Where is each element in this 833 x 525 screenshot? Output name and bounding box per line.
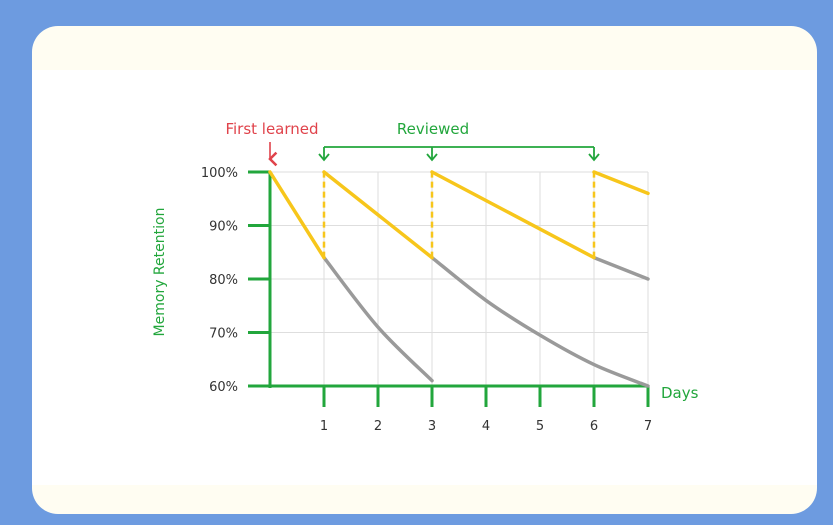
y-axis-title: Memory Retention (152, 208, 168, 337)
reviewed-arrow-head (588, 153, 600, 162)
forgetting-curve-segment (592, 255, 650, 281)
annotations: First learned Reviewed Memory Retention … (152, 120, 699, 402)
reviewed-arrow-head (426, 153, 438, 162)
x-tick-label: 5 (536, 419, 544, 434)
y-tick-label: 70% (209, 327, 238, 342)
reviewed-label: Reviewed (397, 120, 469, 138)
y-tick-label: 80% (209, 273, 238, 288)
x-tick-label: 7 (644, 419, 652, 434)
x-tick-label: 3 (428, 419, 436, 434)
forgetting-curve-chart: 100% 90% 80% 70% 60% 1 2 3 4 5 6 7 First learned Re… (152, 120, 699, 434)
chart-card: 100% 90% 80% 70% 60% 1 2 3 4 5 6 7 First learned Re… (32, 26, 817, 514)
x-tick-label: 1 (320, 419, 328, 434)
x-tick-label: 4 (482, 419, 490, 434)
series (268, 170, 650, 388)
y-tick-label: 90% (209, 220, 238, 235)
axes: 100% 90% 80% 70% 60% 1 2 3 4 5 6 7 (201, 166, 652, 434)
y-tick-label: 60% (209, 380, 238, 395)
reviewed-arrow-head (318, 153, 330, 162)
retention-curve-segment (268, 170, 326, 260)
x-tick-label: 6 (590, 419, 598, 434)
retention-curve-segment (430, 170, 596, 260)
forgetting-curve-segment (322, 255, 434, 383)
forgetting-curve-segment (430, 255, 650, 388)
retention-curve-segment (322, 170, 434, 260)
retention-curve-segment (592, 170, 650, 196)
card-body (32, 70, 817, 485)
first-learned-label: First learned (225, 120, 318, 138)
x-axis-title: Days (661, 384, 699, 402)
x-tick-label: 2 (374, 419, 382, 434)
y-tick-label: 100% (201, 166, 238, 181)
